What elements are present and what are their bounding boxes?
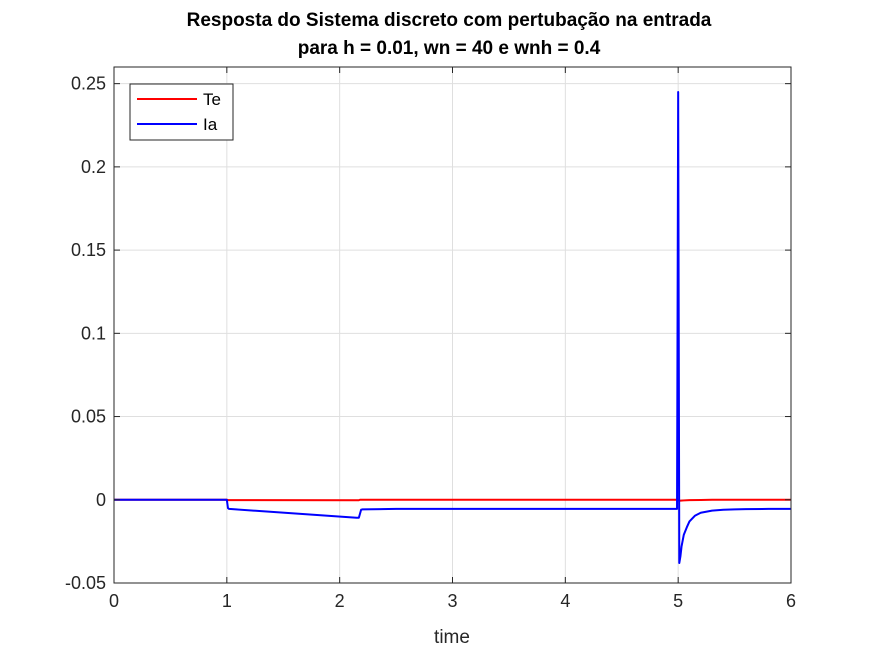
chart-title-line-1: Resposta do Sistema discreto com pertuba… [187, 10, 712, 31]
axes [113, 66, 792, 584]
legend-label-te: Te [203, 90, 221, 109]
chart-title-line-2: para h = 0.01, wn = 40 e wnh = 0.4 [298, 38, 601, 59]
x-tick-label-2: 2 [335, 591, 345, 611]
legend-box [129, 83, 234, 141]
x-tick-label-1: 1 [222, 591, 232, 611]
y-tick-label-2: 0.05 [71, 407, 106, 427]
y-tick-label-0: -0.05 [65, 573, 106, 593]
x-tick-label-5: 5 [673, 591, 683, 611]
y-tick-label-1: 0 [96, 490, 106, 510]
y-tick-label-3: 0.1 [81, 323, 106, 343]
series-line-ia [114, 90, 791, 565]
legend-label-ia: Ia [203, 115, 218, 134]
y-tick-label-5: 0.2 [81, 157, 106, 177]
x-axis-label: time [434, 627, 470, 648]
y-tick-label-4: 0.15 [71, 240, 106, 260]
legend: Te Ia [129, 83, 234, 141]
x-tick-label-6: 6 [786, 591, 796, 611]
y-tick-label-6: 0.25 [71, 74, 106, 94]
x-tick-label-4: 4 [560, 591, 570, 611]
x-tick-label-3: 3 [447, 591, 457, 611]
series-layer [114, 90, 791, 565]
x-tick-label-0: 0 [109, 591, 119, 611]
